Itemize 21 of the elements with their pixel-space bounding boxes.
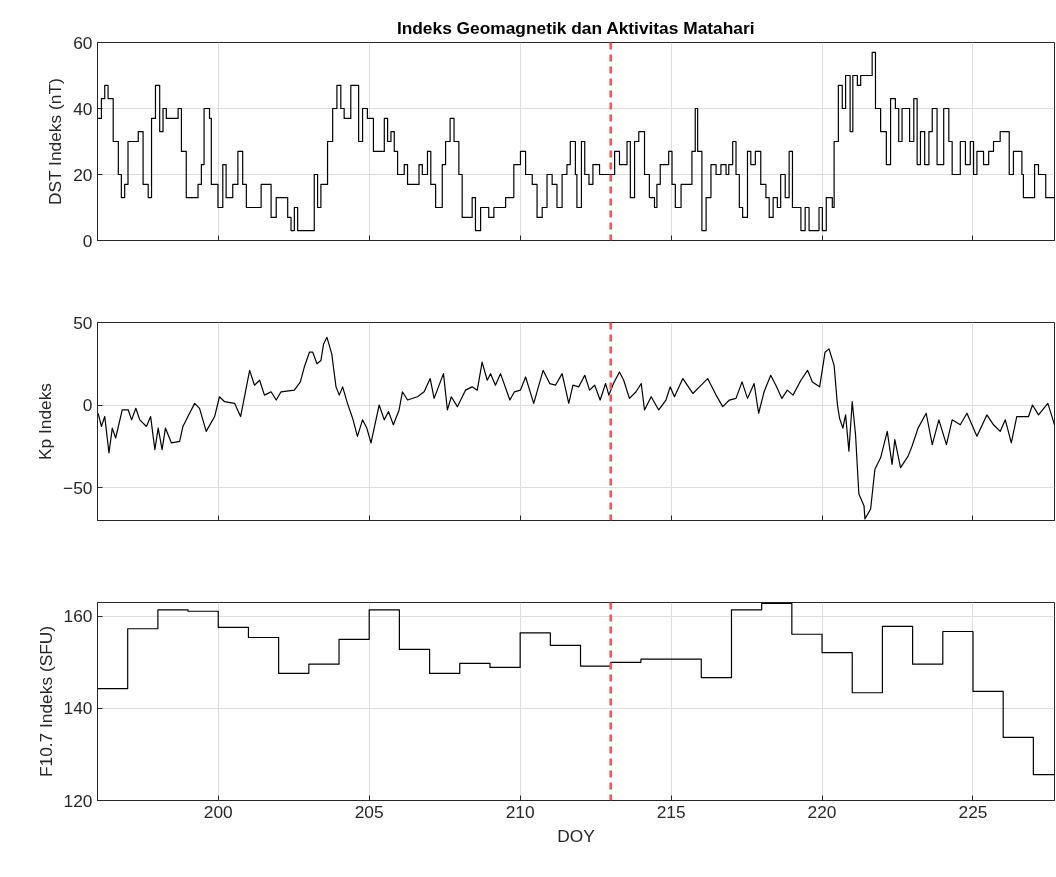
y-tick-label: 0 — [82, 395, 93, 415]
y-axis-title: Kp Indeks — [35, 382, 56, 461]
x-tick-label: 220 — [807, 801, 837, 822]
y-tick-label: 50 — [73, 312, 93, 333]
y-tick-label: 120 — [63, 790, 93, 811]
x-axis-title: DOY — [557, 825, 596, 846]
y-axis-title: F10.7 Indeks (SFU) — [35, 625, 56, 778]
y-tick-label: 160 — [63, 606, 93, 627]
x-tick-label: 210 — [505, 801, 535, 822]
chart-title: Indeks Geomagnetik dan Aktivitas Matahari — [396, 17, 755, 38]
x-tick-label: 200 — [203, 801, 233, 822]
x-tick-label: 215 — [656, 801, 686, 822]
y-tick-label: 40 — [73, 98, 93, 119]
y-tick-label: 140 — [63, 698, 93, 719]
y-tick-label: 0 — [82, 230, 93, 251]
y-tick-label: 20 — [73, 164, 93, 185]
x-tick-label: 205 — [354, 801, 384, 822]
x-tick-label: 225 — [958, 801, 988, 822]
y-tick-label: 60 — [73, 32, 93, 53]
y-axis-title: DST Indeks (nT) — [45, 78, 66, 206]
y-tick-label: −50 — [63, 477, 93, 498]
